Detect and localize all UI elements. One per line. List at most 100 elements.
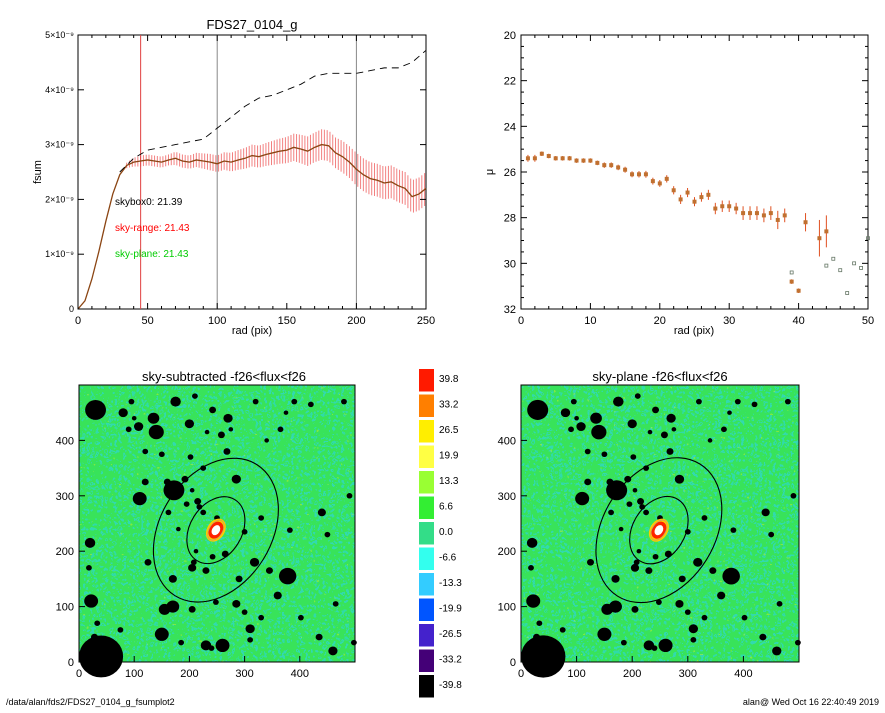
masked-source xyxy=(209,406,217,414)
mu-point xyxy=(706,192,711,197)
masked-source xyxy=(609,600,622,613)
mu-point xyxy=(713,206,718,211)
masked-source xyxy=(117,627,124,633)
masked-source xyxy=(291,398,298,405)
mu-point xyxy=(546,154,551,159)
y-tick-label: 32 xyxy=(504,304,516,316)
masked-source xyxy=(643,509,650,516)
x-tick-label: 20 xyxy=(654,315,666,327)
masked-source xyxy=(576,422,586,431)
mu-point xyxy=(824,229,829,234)
masked-source xyxy=(722,567,740,585)
masked-source xyxy=(645,567,653,574)
colorbar-swatch xyxy=(419,420,434,443)
mu-point xyxy=(685,190,690,195)
plot-frame xyxy=(520,34,869,310)
x-axis-label: rad (pix) xyxy=(674,325,714,337)
masked-sources xyxy=(79,393,357,678)
mu-point xyxy=(630,172,635,177)
masked-source xyxy=(118,408,128,418)
y-axis-ticks: 0 100 200 300 400 xyxy=(498,435,527,669)
mu-point xyxy=(664,176,669,181)
masked-source xyxy=(575,491,590,506)
mu-open-point xyxy=(831,256,836,261)
masked-source xyxy=(132,491,147,506)
colorbar-swatch xyxy=(419,598,434,621)
x-tick-label: 50 xyxy=(141,315,153,327)
y-tick-label: 30 xyxy=(504,258,516,270)
masked-source xyxy=(528,565,534,571)
masked-source xyxy=(346,493,353,499)
masked-source xyxy=(651,645,658,651)
masked-source xyxy=(627,419,637,429)
mu-open-point xyxy=(866,236,870,241)
masked-source xyxy=(178,639,185,646)
isophote-ellipse xyxy=(595,457,723,604)
y-axis-ticks: 20 22 24 26 28 30 32 xyxy=(504,30,868,316)
mu-point xyxy=(727,204,732,209)
masked-source xyxy=(721,426,727,433)
masked-source xyxy=(273,591,282,600)
masked-source xyxy=(184,419,195,429)
mu-point xyxy=(581,158,586,163)
masked-source xyxy=(228,427,234,432)
fsum-profile-line xyxy=(77,143,427,310)
y-tick-label: 100 xyxy=(498,602,516,614)
colorbar-swatch xyxy=(419,624,434,647)
masked-source xyxy=(536,620,543,626)
colorbar: 39.8 33.2 26.5 19.9 13.3 6.6 0.0 -6.6 -13.3 -19.9… xyxy=(419,369,462,698)
masked-source xyxy=(168,575,177,583)
masked-source xyxy=(350,639,357,646)
masked-source xyxy=(108,642,118,651)
masked-source xyxy=(560,408,571,418)
isophote-ellipses xyxy=(152,457,279,603)
masked-source xyxy=(166,600,180,613)
mu-point xyxy=(671,188,676,193)
x-tick-label: 100 xyxy=(567,668,585,680)
masked-source xyxy=(772,646,782,656)
colorbar-label: -6.6 xyxy=(439,553,457,564)
masked-source xyxy=(660,431,668,439)
masked-source xyxy=(241,609,248,615)
image-title: sky-plane -f26<flux<f26 xyxy=(592,369,727,384)
mu-point xyxy=(623,167,628,172)
colorbar-label: -26.5 xyxy=(439,629,462,640)
masked-source xyxy=(200,509,207,516)
masked-source xyxy=(264,438,269,443)
mu-open-point xyxy=(824,263,829,268)
masked-source xyxy=(709,567,717,574)
masked-source xyxy=(618,526,624,532)
colorbar-label: 6.6 xyxy=(439,502,453,513)
x-tick-label: 250 xyxy=(417,315,435,327)
masked-source xyxy=(570,398,577,405)
mu-point xyxy=(782,213,787,218)
colorbar-swatch xyxy=(419,675,434,698)
mu-point xyxy=(657,181,662,186)
mu-point xyxy=(567,156,572,161)
colorbar-swatch xyxy=(419,649,434,672)
masked-source xyxy=(232,599,241,608)
annotation-skybox: skybox0: 21.39 xyxy=(115,197,183,208)
y-tick-label: 400 xyxy=(498,435,516,447)
masked-source xyxy=(258,515,265,521)
masked-source xyxy=(626,501,633,507)
mu-point xyxy=(560,156,565,161)
masked-source xyxy=(188,606,196,613)
masked-source xyxy=(643,640,655,651)
masked-source xyxy=(768,531,775,538)
x-axis-label: rad (pix) xyxy=(232,325,272,337)
mu-point xyxy=(741,211,746,216)
masked-source xyxy=(574,416,579,421)
masked-source xyxy=(324,531,331,538)
x-tick-label: 150 xyxy=(278,315,296,327)
masked-source xyxy=(550,642,561,651)
mu-point xyxy=(748,211,753,216)
colorbar-label: 0.0 xyxy=(439,527,453,538)
x-tick-label: 400 xyxy=(291,668,309,680)
mu-point xyxy=(817,236,822,241)
masked-source xyxy=(258,614,265,621)
masked-source xyxy=(265,567,273,574)
y-tick-label: 4×10⁻⁹ xyxy=(45,85,74,95)
annotation-sky-range: sky-range: 21.43 xyxy=(115,223,190,234)
